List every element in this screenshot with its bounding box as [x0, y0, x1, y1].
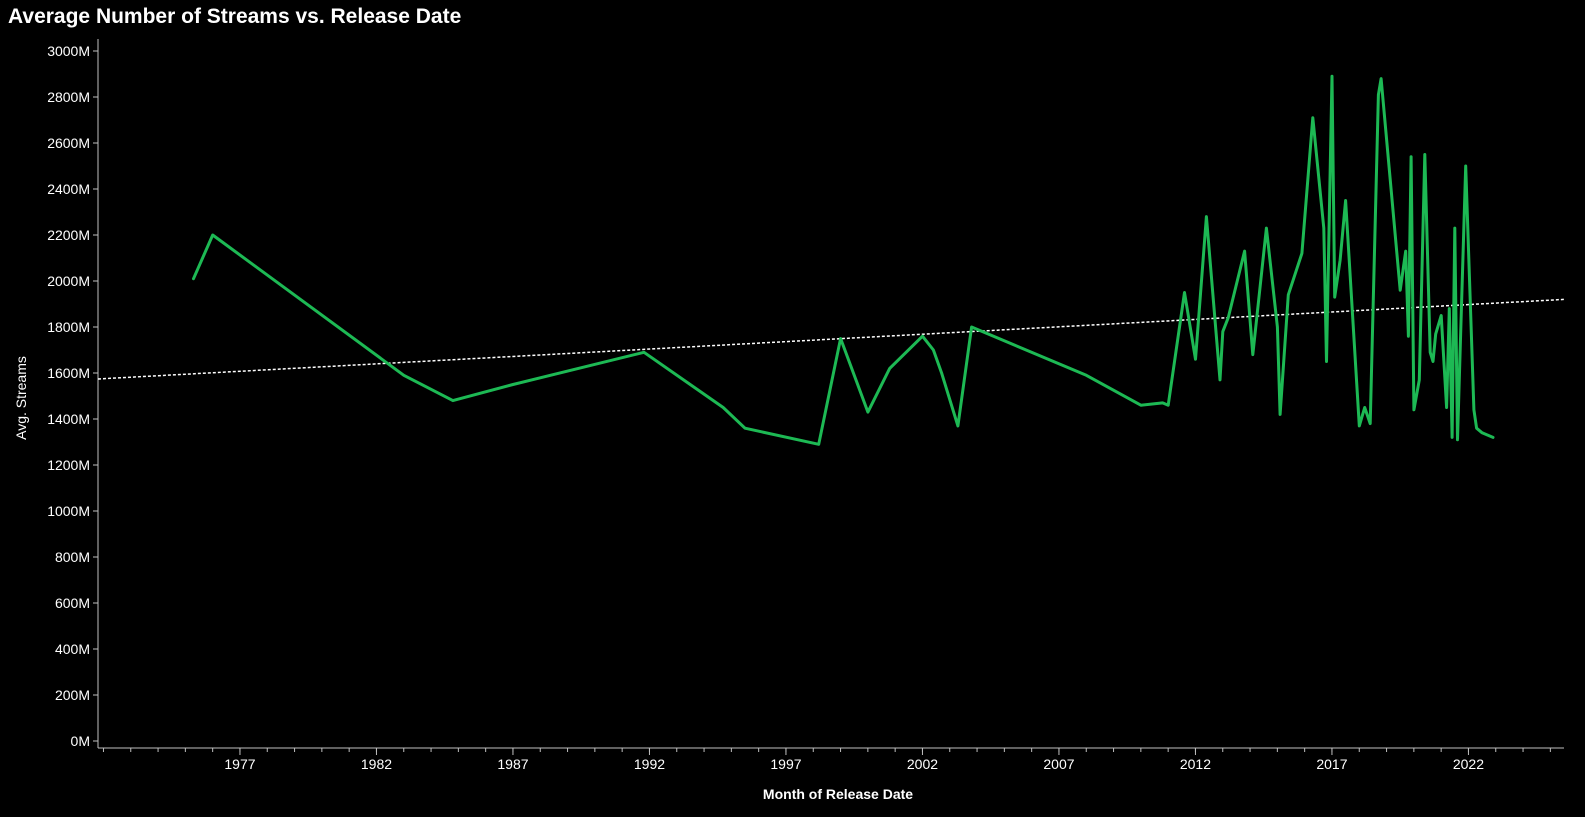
chart-title: Average Number of Streams vs. Release Da…	[8, 5, 462, 28]
x-tick-label: 2017	[1316, 756, 1347, 772]
y-tick-label: 2200M	[47, 227, 90, 243]
y-tick-label: 0M	[71, 733, 90, 749]
y-axis-title: Avg. Streams	[13, 356, 29, 440]
x-tick-label: 1987	[497, 756, 528, 772]
y-tick-label: 800M	[55, 549, 90, 565]
y-tick-label: 200M	[55, 687, 90, 703]
y-tick-label: 1200M	[47, 457, 90, 473]
y-tick-label: 2000M	[47, 273, 90, 289]
y-tick-label: 1800M	[47, 319, 90, 335]
x-axis: 1977 1982 1987 1992 1997 2002 2007 2012 2017 2022	[98, 747, 1564, 772]
series-line	[192, 74, 1495, 446]
y-tick-label: 2800M	[47, 89, 90, 105]
y-tick-label: 2400M	[47, 181, 90, 197]
y-tick-label: 2600M	[47, 135, 90, 151]
y-tick-label: 1400M	[47, 411, 90, 427]
x-tick-label: 1977	[224, 756, 255, 772]
x-tick-label: 2002	[907, 756, 938, 772]
x-tick-label: 1997	[770, 756, 801, 772]
x-tick-label: 2012	[1180, 756, 1211, 772]
y-tick-label: 400M	[55, 641, 90, 657]
x-tick-label: 2007	[1043, 756, 1074, 772]
y-tick-label: 1600M	[47, 365, 90, 381]
plot-area	[97, 74, 1565, 446]
x-axis-title: Month of Release Date	[763, 786, 913, 802]
y-tick-label: 3000M	[47, 43, 90, 59]
x-tick-label: 1992	[634, 756, 665, 772]
y-tick-label: 600M	[55, 595, 90, 611]
y-tick-label: 1000M	[47, 503, 90, 519]
x-tick-label: 1982	[361, 756, 392, 772]
y-axis: 0M 200M 400M 600M 800M 1000M 1200M 1400M 1600M 18…	[47, 39, 99, 749]
x-tick-label: 2022	[1453, 756, 1484, 772]
